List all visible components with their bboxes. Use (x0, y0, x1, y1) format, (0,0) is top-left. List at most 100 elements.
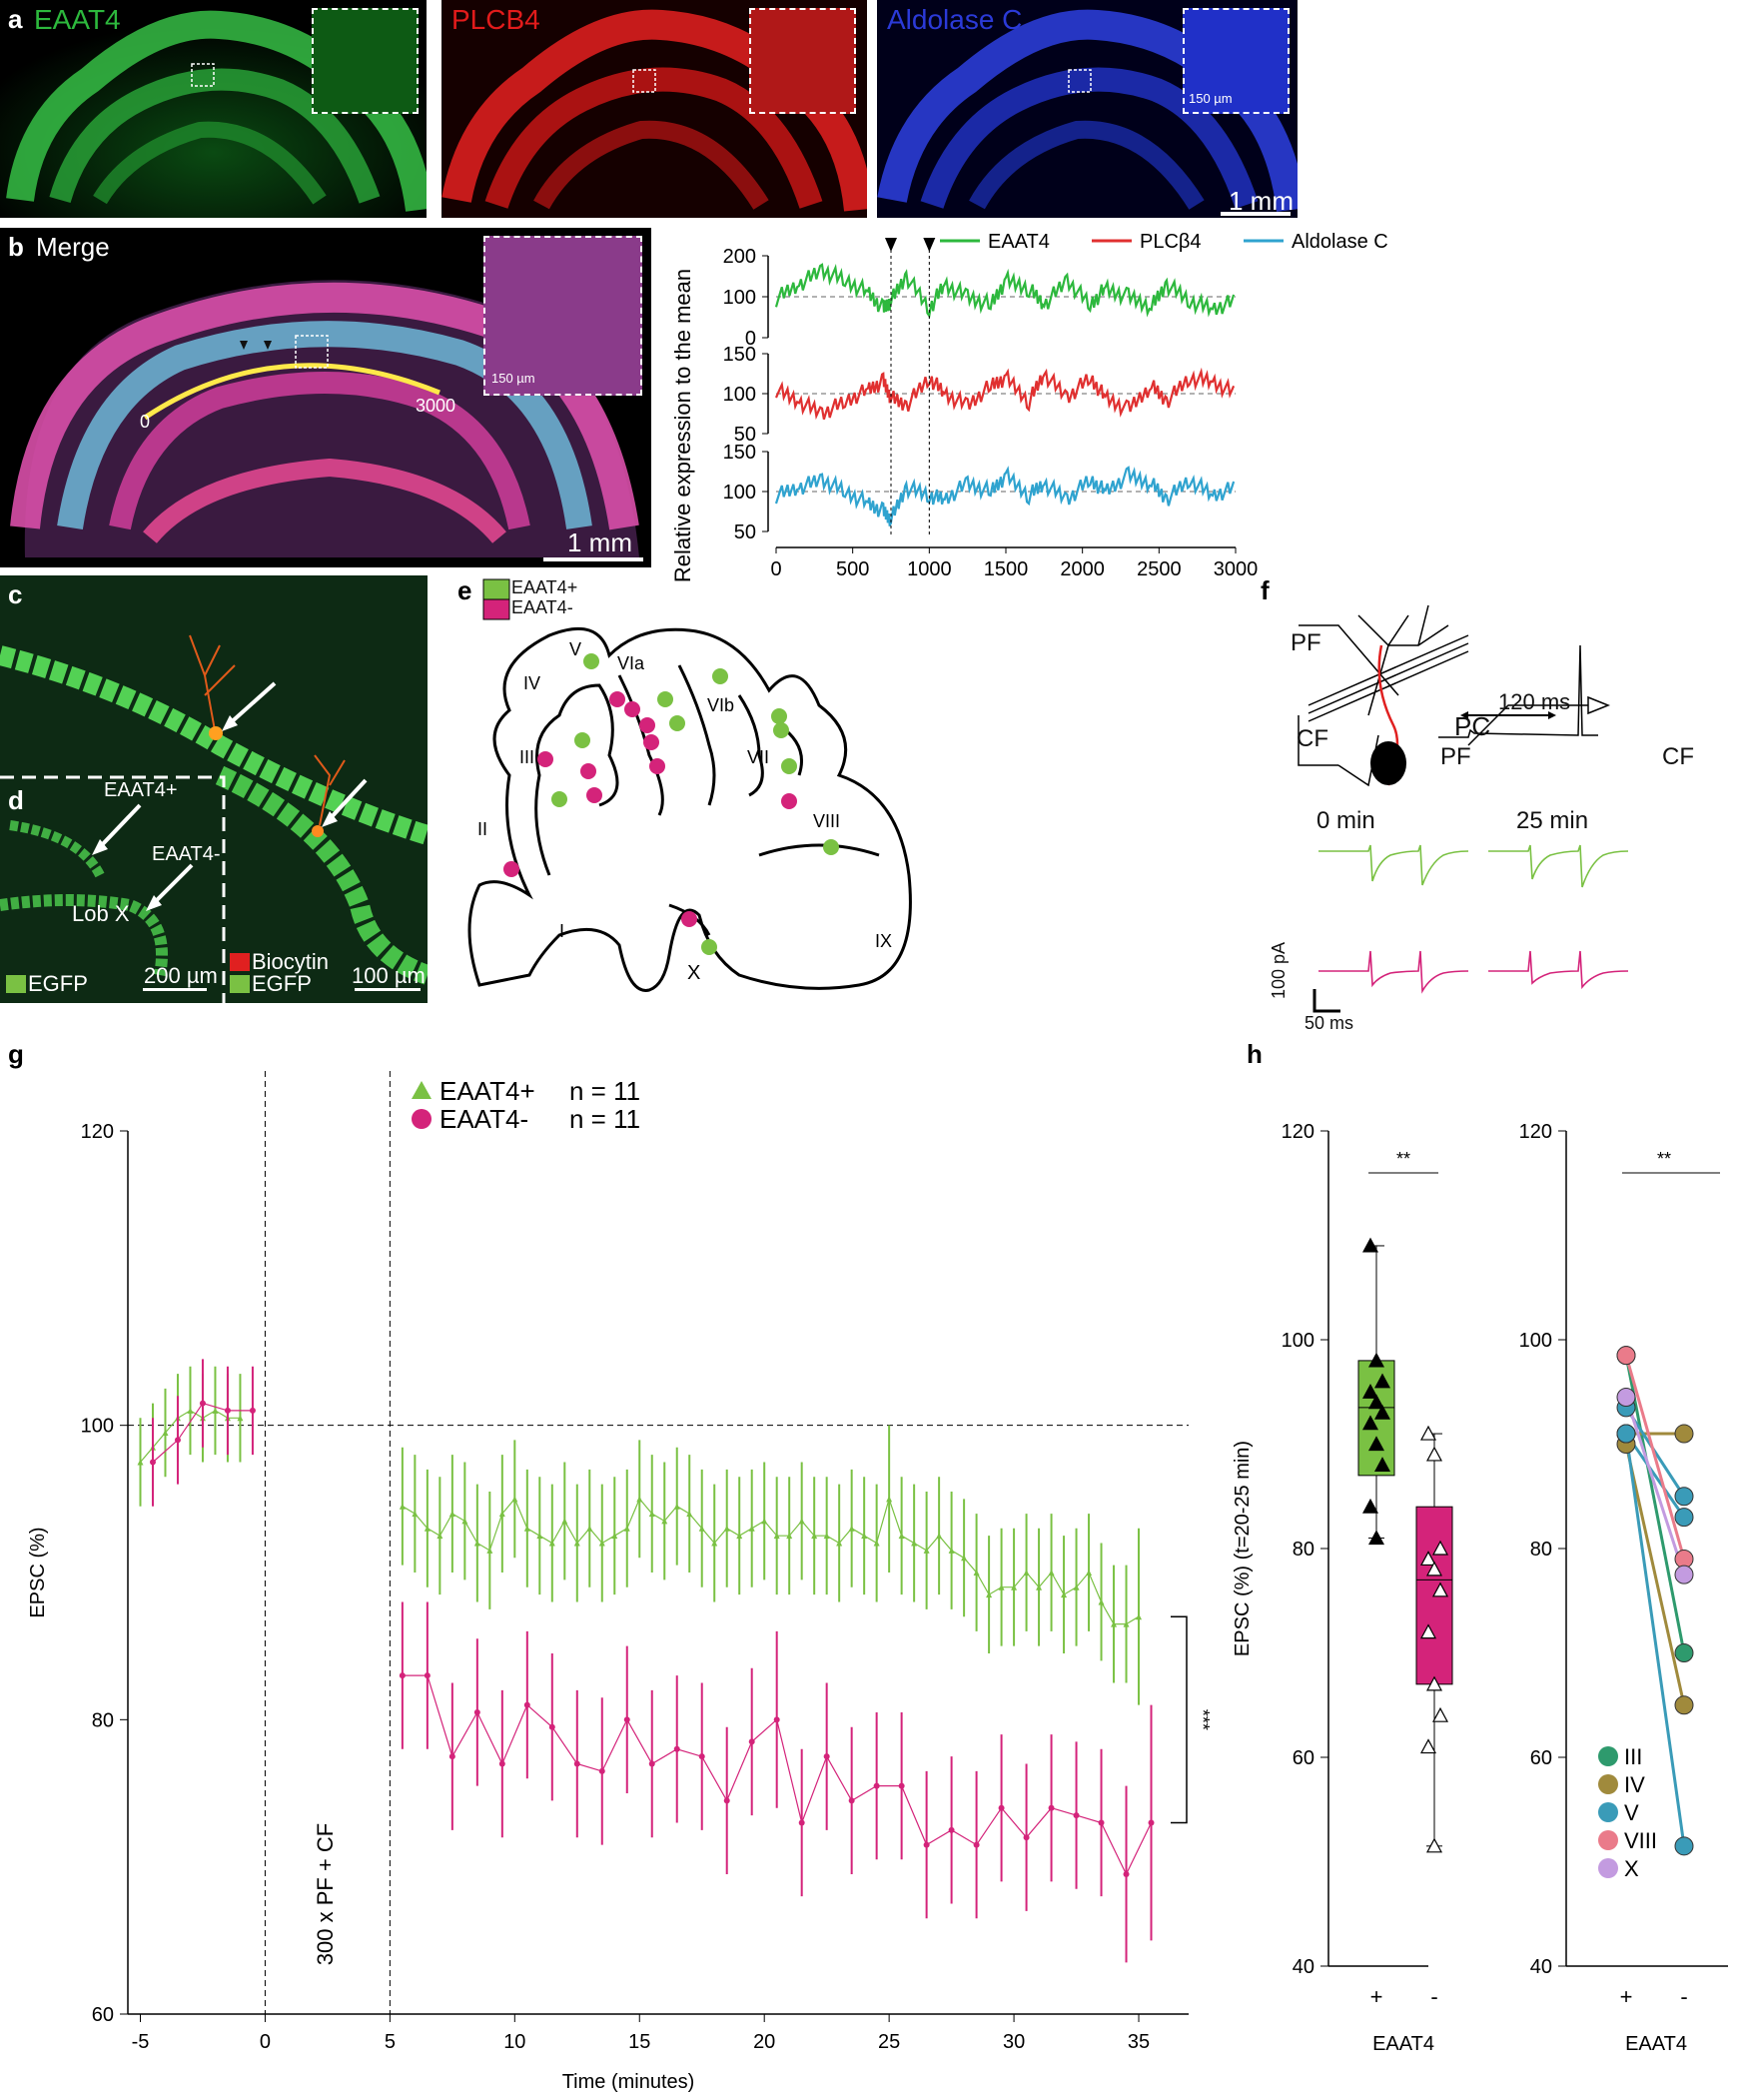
data-point (723, 1525, 730, 1532)
data-point (573, 1540, 580, 1547)
data-point (1098, 1819, 1105, 1826)
data-point (536, 1533, 543, 1540)
marker-arrowhead (923, 238, 936, 252)
x-tick-label: + (1620, 1984, 1633, 2009)
panel-a-plcb4-image (441, 0, 867, 218)
data-point (149, 1459, 156, 1466)
y-tick-label: 100 (723, 482, 756, 504)
data-point (1073, 1583, 1080, 1590)
panel-d-label: d (8, 785, 24, 815)
data-point (511, 1496, 518, 1503)
data-point (1048, 1804, 1055, 1811)
pair-line (1624, 1433, 1686, 1847)
panel-e-cerebellum-map: II III IV V VIa VIb VII VIII IX X I (467, 578, 912, 992)
y-tick-label: 80 (1530, 1539, 1552, 1561)
lobule-site-dot (537, 751, 553, 767)
data-point (224, 1407, 231, 1414)
data-point (973, 1570, 980, 1575)
panel-f-cf-label: CF (1297, 725, 1328, 752)
data-point (498, 1760, 505, 1767)
legend-label-1: EAAT4- (439, 1104, 528, 1134)
y-tick-label: 80 (92, 1709, 114, 1731)
data-point (1061, 1591, 1068, 1598)
data-point (998, 1583, 1005, 1590)
lobule-label-iii: III (519, 747, 534, 767)
data-point (948, 1826, 955, 1833)
data-point (237, 1415, 244, 1422)
data-point (773, 1533, 780, 1540)
data-point (1111, 1620, 1118, 1627)
significance-bracket (1171, 1615, 1188, 1824)
data-point (1036, 1583, 1043, 1590)
y-tick-label: 120 (81, 1121, 114, 1143)
panel-d-lobule-label: Lob X (72, 901, 130, 926)
pair-point-minus (1674, 1565, 1694, 1584)
data-point (399, 1672, 406, 1679)
pair-line (1624, 1397, 1686, 1575)
y-tick-label: 200 (723, 246, 756, 268)
data-point (486, 1547, 493, 1554)
x-axis-label-left: EAAT4 (1372, 2033, 1434, 2055)
legend-label-V: V (1624, 1800, 1639, 1825)
x-tick-label: 5 (385, 2031, 396, 2053)
legend-label-VIII: VIII (1624, 1828, 1657, 1853)
legend-marker-X (1598, 1858, 1618, 1878)
lobule-label-i: I (559, 921, 564, 941)
data-point (523, 1701, 530, 1708)
panel-e-legend-plus: EAAT4+ (511, 577, 578, 597)
data-point (1431, 1540, 1449, 1556)
panel-a-inset-scale: 150 µm (1189, 91, 1233, 106)
x-tick-label: 35 (1128, 2031, 1150, 2053)
pair-point-minus (1674, 1508, 1694, 1528)
data-point (673, 1745, 680, 1752)
data-point (723, 1797, 730, 1804)
y-tick-label: 100 (1282, 1330, 1314, 1352)
lobule-label-viii: VIII (813, 811, 840, 831)
panel-f-scale-x: 50 ms (1305, 1013, 1354, 1033)
data-point (1425, 1561, 1443, 1576)
series-line-1 (774, 367, 1236, 421)
y-tick-label: 100 (723, 384, 756, 406)
data-point (623, 1525, 630, 1532)
data-point (1431, 1581, 1449, 1597)
legend-marker-1 (412, 1109, 432, 1129)
data-point (1148, 1819, 1155, 1826)
data-point (523, 1525, 530, 1532)
lobule-site-dot (781, 793, 797, 809)
data-point (137, 1459, 144, 1466)
data-point (1011, 1583, 1018, 1590)
series-line-0 (774, 263, 1236, 319)
data-point (1367, 1394, 1385, 1410)
panel-f-scale-y: 100 pA (1269, 941, 1289, 999)
x-axis-label-right: EAAT4 (1625, 2033, 1687, 2055)
data-point (923, 1841, 930, 1848)
data-point (199, 1400, 206, 1407)
panel-a-aldolase-image: 150 µm 1 mm (877, 0, 1298, 218)
panel-d-arrow-label-2: EAAT4- (152, 843, 221, 865)
data-point (736, 1533, 743, 1540)
y-tick-label: 0 (745, 328, 756, 350)
panel-a-scale-bar (1221, 212, 1291, 216)
panel-b-ylabel: Relative expression to the mean (670, 269, 695, 582)
pair-line (1624, 1355, 1686, 1653)
panel-b-scale-text: 1 mm (567, 527, 632, 557)
lobule-site-dot (649, 758, 665, 774)
data-point (1023, 1570, 1030, 1575)
lobule-site-dot (771, 708, 787, 724)
data-point (848, 1525, 855, 1532)
legend-label-X: X (1624, 1856, 1639, 1881)
panel-f-trace-cf: CF (1662, 743, 1694, 770)
data-point (898, 1533, 905, 1540)
data-point (1373, 1373, 1391, 1389)
series-line-2 (774, 466, 1236, 526)
significance-label: *** (1193, 1709, 1213, 1730)
panel-a-scale-text: 1 mm (1229, 186, 1294, 216)
data-point (648, 1760, 655, 1767)
lobule-site-dot (624, 701, 640, 717)
y-tick-label: 60 (1293, 1747, 1314, 1769)
data-point (748, 1738, 755, 1745)
data-point (1419, 1551, 1437, 1567)
legend-n-0: n = 11 (569, 1076, 640, 1106)
data-point (873, 1782, 880, 1789)
data-point (1136, 1613, 1143, 1620)
